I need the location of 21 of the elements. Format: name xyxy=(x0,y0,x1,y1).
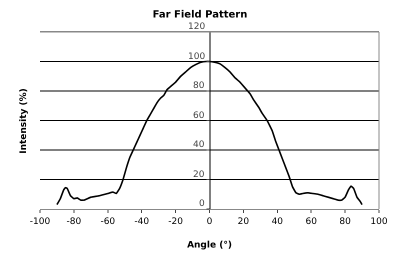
x-tick-label: 100 xyxy=(370,216,388,227)
y-tick-label: 100 xyxy=(188,52,206,62)
y-tick-label: 120 xyxy=(188,22,206,32)
x-tick-label: 40 xyxy=(272,216,284,227)
y-tick-label: 40 xyxy=(193,140,205,150)
y-axis-title: Intensity (%) xyxy=(18,88,29,154)
x-tick-label: -100 xyxy=(30,216,50,227)
x-axis-title: Angle (°) xyxy=(187,240,232,251)
x-tick-label: -80 xyxy=(66,216,82,227)
x-tick-label: 20 xyxy=(238,216,250,227)
x-tick-label: -20 xyxy=(168,216,184,227)
x-tick-label: -60 xyxy=(100,216,116,227)
chart-title: Far Field Pattern xyxy=(152,9,248,20)
y-tick-label: 20 xyxy=(193,170,205,180)
x-tick-label: -40 xyxy=(134,216,150,227)
y-tick-label: 80 xyxy=(193,81,205,91)
x-tick-label: 60 xyxy=(305,216,318,227)
x-tick-label: 0 xyxy=(206,216,213,227)
x-tick-label: 80 xyxy=(339,216,352,227)
y-tick-label: 0 xyxy=(199,199,205,209)
y-tick-label: 60 xyxy=(193,111,205,121)
